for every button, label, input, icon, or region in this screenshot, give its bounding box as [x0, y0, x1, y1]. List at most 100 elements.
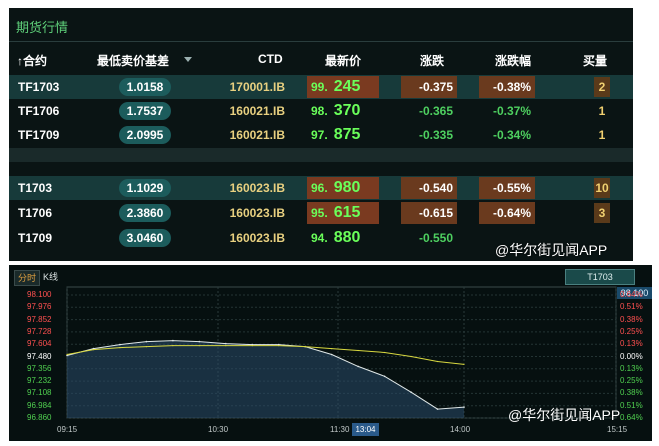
header-change[interactable]: 涨跌 — [420, 54, 445, 68]
price-tick-label: 97.852 — [27, 314, 52, 324]
ctd-bond: 160023.IB — [229, 231, 285, 245]
bid-volume: 1 — [598, 104, 606, 118]
title-divider — [9, 41, 633, 42]
price-point — [92, 347, 95, 350]
average-point — [225, 345, 227, 347]
percent-tick-label: 0.38% — [620, 314, 643, 324]
price-point — [119, 343, 121, 346]
last-price: 95. 615 — [307, 202, 379, 224]
price-point — [66, 354, 68, 357]
price-decimal: 880 — [333, 229, 361, 246]
header-change-pct[interactable]: 涨跌幅 — [495, 54, 532, 68]
change-percent: -0.64% — [479, 202, 535, 224]
futures-quote-panel: 期货行情 ↑合约 最低卖价基差 CTD 最新价 涨跌 涨跌幅 买量 TF1703… — [9, 8, 633, 261]
price-decimal: 615 — [333, 204, 361, 221]
bid-volume: 10 — [594, 178, 610, 198]
min-ask-basis: 2.0995 — [119, 126, 171, 144]
price-change: -0.375 — [401, 76, 457, 98]
bid-volume: 3 — [594, 203, 610, 223]
contract-code: T1703 — [18, 181, 53, 195]
contract-code: T1709 — [18, 231, 53, 245]
table-row[interactable]: TF1703 1.0158 170001.IB 99. 245 -0.375 -0.38% 2 — [9, 75, 633, 99]
price-change: -0.615 — [401, 202, 457, 224]
table-row[interactable]: TF1706 1.7537 160021.IB 98. 370 -0.365 -0.37% 1 — [9, 99, 633, 123]
chart-symbol[interactable]: T1703 — [565, 269, 635, 285]
last-price: 99. 245 — [307, 76, 379, 98]
watermark-chart: @华尔街见闻APP — [508, 407, 621, 423]
time-tick-label: 11:30 — [330, 425, 350, 434]
header-contract[interactable]: ↑合约 — [17, 54, 48, 68]
intraday-chart-panel: 分时 K线 T1703 98.100 98.100 97.976 97.852 97.… — [9, 265, 652, 441]
price-integer: 99. — [311, 80, 328, 94]
price-integer: 97. — [311, 128, 328, 142]
percent-tick-label: 0.64% — [620, 290, 643, 299]
price-tick-label: 97.232 — [27, 376, 52, 386]
average-point — [304, 346, 306, 348]
header-ctd[interactable]: CTD — [258, 52, 283, 66]
min-ask-basis: 2.3860 — [119, 204, 171, 222]
table-row[interactable]: T1709 3.0460 160023.IB 94. 880 -0.550 — [9, 226, 633, 250]
group-separator — [9, 148, 633, 162]
change-percent: -0.55% — [479, 177, 535, 199]
bid-volume: 1 — [598, 128, 606, 142]
price-integer: 98. — [311, 104, 328, 118]
tab-intraday[interactable]: 分时 — [14, 270, 41, 286]
price-change: -0.550 — [418, 231, 453, 245]
header-last-price[interactable]: 最新价 — [325, 54, 362, 68]
change-percent: -0.38% — [479, 76, 535, 98]
average-point — [384, 351, 386, 354]
ctd-bond: 160021.IB — [229, 128, 285, 142]
time-tick-label: 10:30 — [208, 425, 229, 434]
sort-desc-icon[interactable] — [184, 57, 192, 62]
price-tick-label: 97.604 — [27, 339, 52, 349]
price-point — [410, 391, 412, 393]
cursor-time: 13:04 — [352, 423, 379, 436]
current-price-label: 98.100 — [617, 287, 652, 299]
min-ask-basis: 3.0460 — [119, 229, 171, 247]
price-integer: 95. — [311, 206, 328, 220]
header-min-ask-basis[interactable]: 最低卖价基差 — [97, 54, 170, 68]
ctd-bond: 170001.IB — [229, 80, 285, 94]
min-ask-basis: 1.0158 — [119, 78, 171, 96]
percent-tick-label: 0.25% — [620, 326, 643, 336]
watermark: @华尔街见闻APP — [495, 242, 608, 258]
percent-tick-label: 0.00% — [620, 351, 643, 361]
contract-code: T1706 — [18, 206, 53, 220]
ctd-bond: 160021.IB — [229, 104, 285, 118]
percent-tick-label: 0.51% — [620, 302, 643, 312]
price-point — [357, 365, 359, 368]
panel-title: 期货行情 — [16, 20, 69, 35]
price-point — [436, 408, 439, 410]
ctd-bond: 160023.IB — [229, 181, 285, 195]
price-point — [145, 340, 148, 343]
average-point — [198, 345, 200, 347]
average-point — [119, 347, 121, 349]
price-decimal: 370 — [333, 102, 361, 119]
percent-tick-label: 0.25% — [620, 376, 643, 386]
price-tick-label: 97.480 — [27, 351, 52, 361]
price-point — [172, 339, 174, 342]
price-integer: 94. — [311, 231, 328, 245]
average-point — [172, 345, 174, 347]
price-point — [330, 353, 333, 356]
contract-code: TF1703 — [18, 80, 60, 94]
ctd-bond: 160023.IB — [229, 206, 285, 220]
header-bid-volume[interactable]: 买量 — [583, 54, 608, 68]
price-point — [463, 406, 465, 408]
price-tick-label: 98.100 — [27, 290, 52, 299]
time-tick-label: 15:15 — [607, 425, 628, 434]
tab-kline[interactable]: K线 — [43, 272, 59, 282]
price-tick-label: 97.976 — [27, 302, 52, 312]
price-point — [277, 343, 280, 346]
change-percent: -0.34% — [492, 128, 531, 142]
price-tick-label: 96.860 — [27, 413, 52, 422]
table-row[interactable]: T1703 1.1029 160023.IB 96. 980 -0.540 -0.55% 10 — [9, 176, 633, 200]
average-point — [278, 345, 280, 347]
table-row[interactable]: T1706 2.3860 160023.IB 95. 615 -0.615 -0.64% 3 — [9, 201, 633, 225]
average-line — [66, 345, 465, 365]
percent-tick-label: 0.64% — [620, 413, 643, 422]
average-point — [145, 346, 147, 348]
price-decimal: 980 — [333, 179, 361, 196]
table-row[interactable]: TF1709 2.0995 160021.IB 97. 875 -0.335 -0.34% 1 — [9, 123, 633, 147]
price-integer: 96. — [311, 181, 328, 195]
